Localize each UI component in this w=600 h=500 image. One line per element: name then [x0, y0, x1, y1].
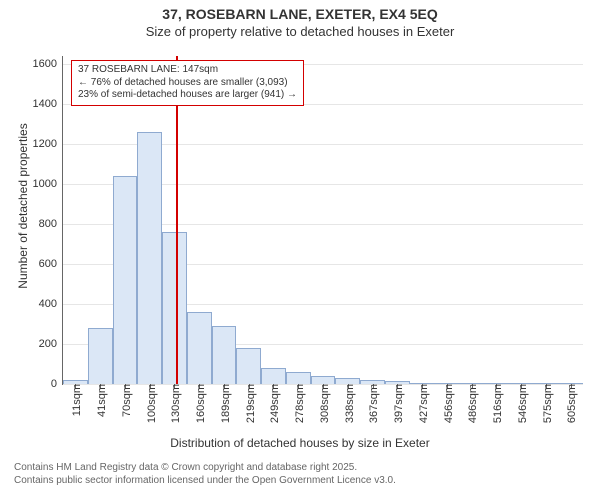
x-tick-label: 308sqm: [315, 384, 331, 423]
x-tick-label: 249sqm: [265, 384, 281, 423]
y-tick-label: 1600: [33, 58, 63, 70]
histogram-bar: [88, 328, 113, 384]
histogram-bar: [162, 232, 187, 384]
x-tick-label: 278sqm: [290, 384, 306, 423]
y-tick-label: 1400: [33, 98, 63, 110]
x-tick-label: 41sqm: [92, 384, 108, 417]
x-tick-label: 11sqm: [67, 384, 83, 416]
x-tick-label: 338sqm: [340, 384, 356, 423]
x-tick-label: 456sqm: [439, 384, 455, 423]
chart-subtitle: Size of property relative to detached ho…: [0, 24, 600, 39]
annotation-line: 23% of semi-detached houses are larger (…: [78, 89, 297, 102]
x-tick-label: 219sqm: [241, 384, 257, 423]
histogram-bar: [113, 176, 138, 384]
histogram-bar: [236, 348, 261, 384]
x-tick-label: 367sqm: [365, 384, 381, 423]
x-tick-label: 486sqm: [464, 384, 480, 423]
y-tick-label: 1200: [33, 138, 63, 150]
y-tick-label: 800: [39, 218, 63, 230]
chart-container: { "layout": { "width_px": 600, "height_p…: [0, 0, 600, 500]
attribution-line: Contains HM Land Registry data © Crown c…: [14, 462, 396, 475]
histogram-bar: [187, 312, 212, 384]
x-tick-label: 397sqm: [389, 384, 405, 423]
x-tick-label: 160sqm: [191, 384, 207, 423]
y-tick-label: 1000: [33, 178, 63, 190]
annotation-line: ← 76% of detached houses are smaller (3,…: [78, 77, 297, 90]
x-tick-label: 605sqm: [563, 384, 579, 423]
y-tick-label: 400: [39, 298, 63, 310]
plot-area: 0200400600800100012001400160011sqm41sqm7…: [62, 56, 583, 385]
y-axis-label: Number of detached properties: [16, 42, 30, 370]
x-tick-label: 100sqm: [142, 384, 158, 423]
histogram-bar: [286, 372, 311, 384]
x-axis-label: Distribution of detached houses by size …: [0, 436, 600, 450]
histogram-bar: [137, 132, 162, 384]
annotation-box: 37 ROSEBARN LANE: 147sqm← 76% of detache…: [71, 60, 304, 106]
y-tick-label: 0: [51, 378, 63, 390]
annotation-line: 37 ROSEBARN LANE: 147sqm: [78, 64, 297, 77]
attribution-line: Contains public sector information licen…: [14, 475, 396, 488]
chart-title: 37, ROSEBARN LANE, EXETER, EX4 5EQ: [0, 6, 600, 22]
y-tick-label: 600: [39, 258, 63, 270]
x-tick-label: 130sqm: [166, 384, 182, 423]
x-tick-label: 189sqm: [216, 384, 232, 423]
x-tick-label: 516sqm: [488, 384, 504, 423]
histogram-bar: [311, 376, 336, 384]
y-tick-label: 200: [39, 338, 63, 350]
histogram-bar: [212, 326, 237, 384]
x-tick-label: 546sqm: [513, 384, 529, 423]
x-tick-label: 575sqm: [538, 384, 554, 423]
x-tick-label: 427sqm: [414, 384, 430, 423]
attribution: Contains HM Land Registry data © Crown c…: [14, 462, 396, 487]
x-tick-label: 70sqm: [117, 384, 133, 417]
histogram-bar: [261, 368, 286, 384]
